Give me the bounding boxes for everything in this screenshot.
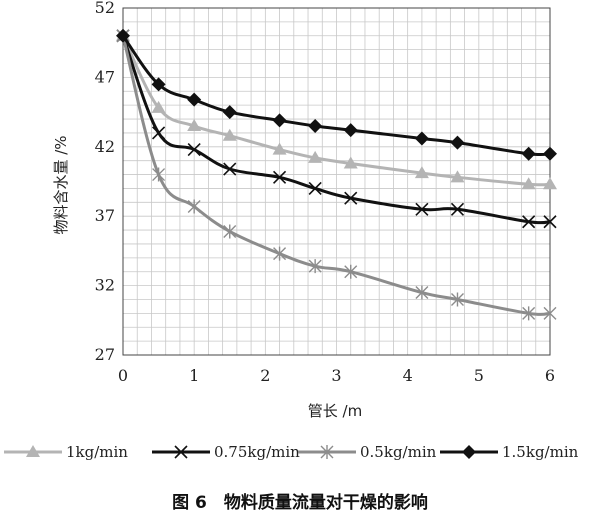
legend-item: 0.5kg/min: [298, 443, 437, 461]
data-point: [273, 246, 287, 261]
legend-swatch-marker: [174, 445, 188, 459]
data-point: [187, 92, 202, 107]
data-point: [543, 215, 557, 229]
data-point: [272, 142, 287, 155]
x-tick-label: 6: [545, 366, 555, 385]
data-point: [308, 118, 323, 133]
y-tick-label: 52: [95, 0, 115, 17]
data-point: [187, 118, 202, 131]
data-point: [222, 105, 237, 120]
data-point: [450, 202, 465, 216]
legend-item: 1kg/min: [4, 443, 128, 461]
legend-item: 0.75kg/min: [152, 443, 300, 461]
legend: 1kg/min 0.75kg/min 0.5kg/min 1.5kg/min: [4, 443, 579, 461]
data-point: [450, 292, 464, 307]
y-tick-label: 32: [95, 276, 115, 295]
data-point: [343, 123, 358, 138]
x-tick-label: 3: [331, 366, 341, 385]
data-point: [273, 170, 287, 184]
data-point: [415, 285, 429, 300]
legend-label: 0.5kg/min: [360, 443, 437, 461]
legend-swatch-marker: [320, 445, 334, 459]
data-point: [522, 215, 536, 229]
legend-label: 0.75kg/min: [214, 443, 300, 461]
line-chart: 27 32 37 42 47 52 0 1 2 3 4 5 6 管长 /m 物料含水量 /% 1kg/…: [4, 0, 579, 461]
x-tick-labels: 0 1 2 3 4 5 6: [118, 366, 555, 385]
x-tick-label: 0: [118, 366, 128, 385]
data-point: [308, 181, 322, 196]
series-group: [116, 28, 557, 321]
y-tick-labels: 27 32 37 42 47 52: [95, 0, 115, 364]
data-point: [272, 113, 287, 128]
data-point: [344, 191, 358, 205]
data-point: [543, 306, 557, 321]
x-tick-label: 5: [474, 366, 484, 385]
legend-swatch-marker: [462, 445, 476, 459]
data-point: [343, 156, 358, 169]
data-point: [414, 131, 429, 146]
data-point: [187, 143, 201, 157]
data-point: [450, 135, 465, 150]
data-point: [414, 166, 429, 179]
x-tick-label: 1: [189, 366, 199, 385]
series-1.5kgmin: [116, 28, 557, 161]
series-0.75kgmin: [116, 29, 557, 229]
data-point: [521, 177, 536, 190]
data-point: [223, 162, 237, 176]
legend-swatch-marker: [26, 445, 40, 457]
x-tick-label: 2: [260, 366, 270, 385]
data-point: [308, 150, 323, 163]
y-tick-label: 47: [95, 67, 115, 86]
y-tick-label: 42: [95, 137, 115, 156]
data-point: [151, 100, 166, 113]
data-point: [308, 259, 322, 274]
y-tick-label: 37: [95, 206, 115, 225]
data-point: [522, 306, 536, 321]
data-point: [415, 202, 429, 216]
x-tick-label: 4: [403, 366, 413, 385]
figure-caption: 图 6 物料质量流量对干燥的影响: [172, 493, 428, 513]
data-point: [223, 224, 237, 239]
legend-label: 1.5kg/min: [502, 443, 579, 461]
data-point: [543, 146, 557, 161]
data-point: [116, 28, 130, 43]
legend-label: 1kg/min: [66, 443, 128, 461]
data-point: [450, 170, 465, 183]
data-point: [543, 177, 557, 190]
x-axis-label: 管长 /m: [308, 402, 362, 420]
y-axis-label: 物料含水量 /%: [52, 135, 70, 234]
data-point: [152, 167, 166, 182]
data-point: [152, 126, 166, 140]
data-point: [151, 77, 166, 92]
data-point: [187, 199, 201, 214]
data-point: [344, 264, 358, 279]
y-tick-label: 27: [95, 345, 115, 364]
data-point: [222, 128, 237, 141]
legend-item: 1.5kg/min: [440, 443, 579, 461]
data-point: [521, 146, 536, 161]
